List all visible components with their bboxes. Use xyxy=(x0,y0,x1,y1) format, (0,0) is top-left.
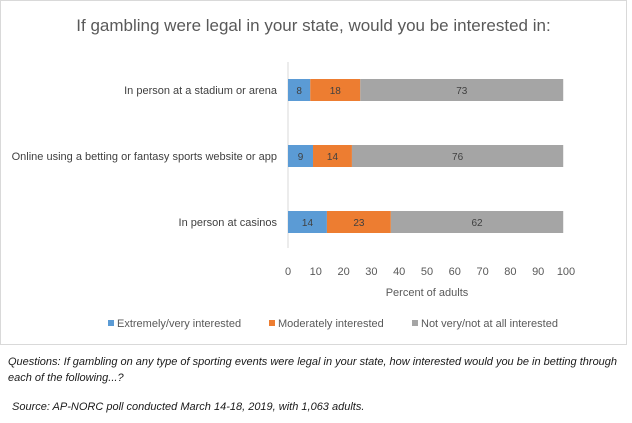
x-tick-label: 60 xyxy=(449,266,461,278)
source-note: Source: AP-NORC poll conducted March 14-… xyxy=(12,401,365,413)
category-label: In person at casinos xyxy=(179,217,278,229)
bar-segment xyxy=(310,79,361,101)
x-axis-title: Percent of adults xyxy=(386,287,469,299)
data-label: 9 xyxy=(298,152,304,163)
data-label: 18 xyxy=(330,86,342,97)
legend-label: Extremely/very interested xyxy=(117,318,241,330)
bar-segment xyxy=(288,145,314,167)
category-label: In person at a stadium or arena xyxy=(124,85,278,97)
legend-swatch xyxy=(108,320,114,326)
data-label: 14 xyxy=(302,218,314,229)
legend-swatch xyxy=(412,320,418,326)
x-tick-label: 10 xyxy=(310,266,322,278)
bar-segment xyxy=(288,79,311,101)
x-tick-label: 30 xyxy=(365,266,377,278)
legend-swatch xyxy=(269,320,275,326)
x-tick-label: 20 xyxy=(337,266,349,278)
data-label: 73 xyxy=(456,86,468,97)
x-tick-label: 100 xyxy=(557,266,575,278)
legend-label: Not very/not at all interested xyxy=(421,318,558,330)
x-tick-label: 90 xyxy=(532,266,544,278)
chart-frame xyxy=(0,0,627,345)
data-label: 62 xyxy=(471,218,483,229)
data-label: 8 xyxy=(296,86,302,97)
x-tick-label: 70 xyxy=(476,266,488,278)
question-note: Questions: If gambling on any type of sp… xyxy=(8,356,618,384)
bar-segment xyxy=(313,145,352,167)
bar-segment xyxy=(288,211,327,233)
bar-segment xyxy=(351,145,564,167)
data-label: 23 xyxy=(353,218,365,229)
chart-title: If gambling were legal in your state, wo… xyxy=(76,16,551,35)
x-tick-label: 40 xyxy=(393,266,405,278)
bar-segment xyxy=(326,211,391,233)
x-tick-label: 50 xyxy=(421,266,433,278)
bar-segment xyxy=(390,211,564,233)
stacked-bar-chart: In person at a stadium or arena 8 18 73 Onli… xyxy=(12,62,575,330)
legend-label: Moderately interested xyxy=(278,318,384,330)
x-tick-label: 80 xyxy=(504,266,516,278)
bar-segment xyxy=(360,79,564,101)
data-label: 76 xyxy=(452,152,464,163)
data-label: 14 xyxy=(327,152,339,163)
category-label: Online using a betting or fantasy sports… xyxy=(12,151,277,163)
x-tick-label: 0 xyxy=(285,266,291,278)
